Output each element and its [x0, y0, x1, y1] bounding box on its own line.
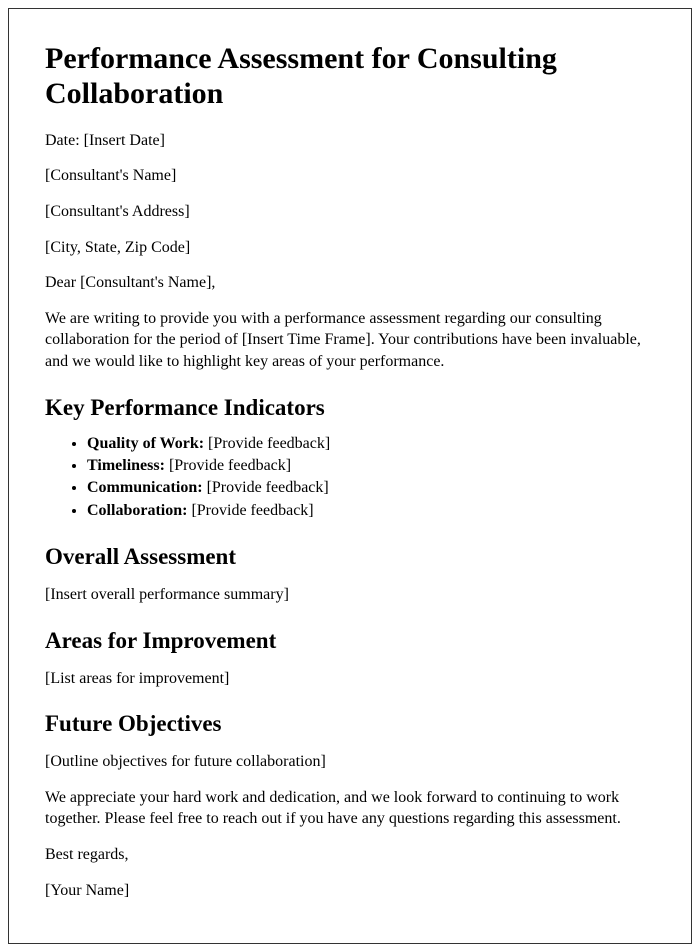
document-page: Performance Assessment for Consulting Co… — [8, 8, 692, 944]
date-line: Date: [Insert Date] — [45, 130, 655, 152]
list-item: Quality of Work: [Provide feedback] — [87, 433, 655, 455]
kpi-label: Quality of Work: — [87, 435, 204, 452]
kpi-value: [Provide feedback] — [165, 457, 291, 474]
signoff-line: Best regards, — [45, 844, 655, 866]
closing-paragraph: We appreciate your hard work and dedicat… — [45, 787, 655, 830]
kpi-value: [Provide feedback] — [203, 479, 329, 496]
consultant-address-line: [Consultant's Address] — [45, 201, 655, 223]
improve-text: [List areas for improvement] — [45, 668, 655, 690]
improve-heading: Areas for Improvement — [45, 628, 655, 654]
kpi-label: Communication: — [87, 479, 203, 496]
list-item: Timeliness: [Provide feedback] — [87, 455, 655, 477]
overall-text: [Insert overall performance summary] — [45, 584, 655, 606]
intro-paragraph: We are writing to provide you with a per… — [45, 308, 655, 373]
kpi-list: Quality of Work: [Provide feedback] Time… — [45, 433, 655, 523]
kpi-heading: Key Performance Indicators — [45, 395, 655, 421]
list-item: Communication: [Provide feedback] — [87, 477, 655, 499]
sender-name-line: [Your Name] — [45, 880, 655, 902]
overall-heading: Overall Assessment — [45, 544, 655, 570]
future-heading: Future Objectives — [45, 711, 655, 737]
future-text: [Outline objectives for future collabora… — [45, 751, 655, 773]
kpi-value: [Provide feedback] — [187, 502, 313, 519]
list-item: Collaboration: [Provide feedback] — [87, 500, 655, 522]
page-title: Performance Assessment for Consulting Co… — [45, 41, 655, 112]
kpi-value: [Provide feedback] — [204, 435, 330, 452]
consultant-name-line: [Consultant's Name] — [45, 165, 655, 187]
city-state-zip-line: [City, State, Zip Code] — [45, 237, 655, 259]
kpi-label: Timeliness: — [87, 457, 165, 474]
salutation-line: Dear [Consultant's Name], — [45, 272, 655, 294]
kpi-label: Collaboration: — [87, 502, 187, 519]
